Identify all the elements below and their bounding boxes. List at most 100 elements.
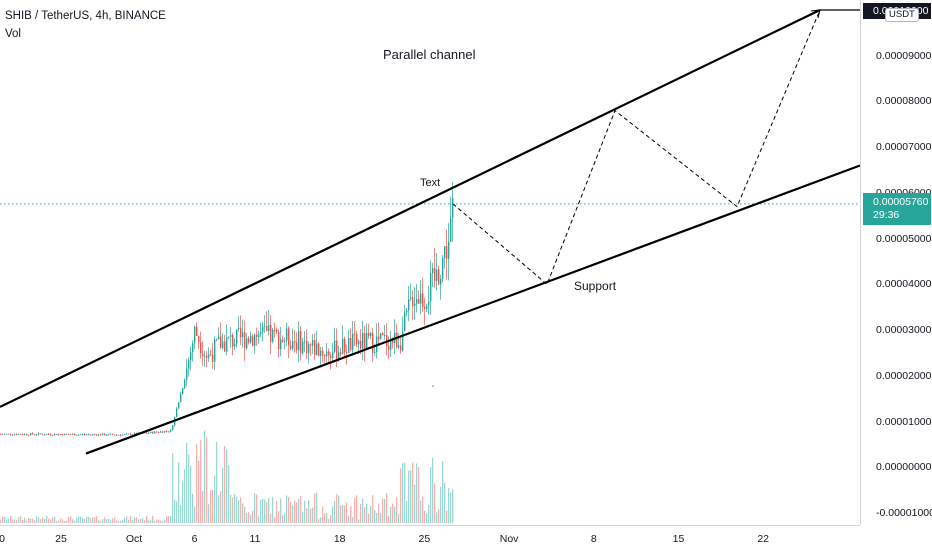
- channel-lower-line[interactable]: [85, 164, 860, 455]
- candle: [14, 434, 16, 436]
- candle: [422, 293, 424, 307]
- volume-bar: [108, 518, 110, 523]
- chart-title-annotation[interactable]: Parallel channel: [383, 47, 476, 62]
- volume-bar: [346, 502, 348, 523]
- volume-bar: [218, 495, 220, 523]
- candle: [130, 433, 132, 435]
- candle: [286, 328, 288, 341]
- candle: [58, 434, 60, 436]
- channel-upper-line[interactable]: [0, 9, 821, 408]
- volume-bar: [160, 520, 162, 523]
- candle: [42, 434, 44, 435]
- volume-bar: [380, 513, 382, 523]
- price-axis[interactable]: -0.00001000 0.00000000 0.00001000 0.0000200…: [860, 0, 932, 525]
- volume-bar: [398, 514, 400, 523]
- volume-bar: [448, 488, 450, 523]
- price-tick-label: 0.00003000: [876, 324, 932, 337]
- volume-bar: [440, 487, 442, 523]
- candle: [382, 333, 384, 336]
- volume-bar: [172, 453, 174, 523]
- volume-bar: [264, 499, 266, 523]
- volume-bar: [130, 516, 132, 523]
- time-axis[interactable]: 0 25 Oct 6 11 18 25 Nov 8 15 22: [0, 525, 860, 551]
- candle: [50, 434, 52, 436]
- currency-badge[interactable]: USDT: [885, 8, 919, 22]
- volume-legend[interactable]: Vol: [5, 28, 21, 40]
- volume-bar: [72, 519, 74, 523]
- volume-bar: [24, 517, 26, 523]
- volume-bar: [126, 516, 128, 523]
- candle: [378, 336, 380, 340]
- candle: [124, 434, 126, 435]
- volume-bar: [386, 493, 388, 523]
- support-annotation[interactable]: Support: [574, 279, 617, 293]
- volume-bar: [14, 519, 16, 523]
- bar-countdown: 29:36: [873, 209, 900, 221]
- candle: [416, 299, 418, 304]
- candle: [290, 345, 292, 350]
- volume-bar: [392, 503, 394, 523]
- time-tick-label: 11: [249, 533, 261, 545]
- chart-pane[interactable]: SHIB / TetherUS, 4h, BINANCE Vol Paralle…: [0, 0, 860, 525]
- volume-bar: [46, 516, 48, 523]
- volume-bar: [274, 517, 276, 523]
- candle: [314, 340, 316, 355]
- volume-bar: [176, 501, 178, 523]
- candle: [354, 333, 356, 335]
- volume-bar: [220, 491, 222, 523]
- candle: [364, 333, 366, 349]
- candle: [134, 433, 136, 435]
- price-tick-label: -0.00001000: [876, 507, 932, 519]
- candle: [116, 434, 118, 436]
- volume-bar: [292, 505, 294, 523]
- volume-bar: [34, 520, 36, 523]
- volume-bar: [362, 498, 364, 523]
- volume-bar: [412, 462, 414, 523]
- volume-bar: [310, 508, 312, 523]
- volume-bar: [270, 514, 272, 523]
- volume-bar: [142, 518, 144, 523]
- volume-bar: [388, 515, 390, 523]
- candle: [10, 433, 12, 435]
- candle: [168, 431, 170, 433]
- candle: [320, 350, 322, 357]
- candle: [390, 338, 392, 350]
- candle: [184, 379, 186, 389]
- candle: [102, 433, 104, 436]
- volume-bar: [22, 519, 24, 523]
- text-annotation[interactable]: Text: [420, 177, 441, 189]
- candle: [442, 258, 444, 279]
- volume-bar: [16, 519, 18, 523]
- volume-bar: [232, 497, 234, 523]
- symbol-header[interactable]: SHIB / TetherUS, 4h, BINANCE Vol: [5, 9, 166, 41]
- candle: [8, 433, 10, 435]
- volume-bar: [414, 484, 416, 523]
- volume-bar: [410, 470, 412, 523]
- volume-bar: [104, 517, 106, 523]
- volume-bar: [178, 462, 180, 523]
- volume-bar: [198, 460, 200, 523]
- projection-path[interactable]: [452, 9, 821, 286]
- candle: [162, 431, 164, 433]
- candle: [198, 335, 200, 343]
- volume-bar: [250, 515, 252, 523]
- candle: [156, 431, 158, 433]
- volume-bar: [224, 445, 226, 523]
- time-tick-label: 15: [672, 533, 685, 545]
- volume-bar: [258, 516, 260, 523]
- volume-bar: [212, 490, 214, 523]
- symbol-title[interactable]: SHIB / TetherUS, 4h, BINANCE: [5, 10, 166, 22]
- candle: [360, 340, 362, 349]
- volume-bar: [236, 496, 238, 523]
- candle: [2, 433, 4, 435]
- candle: [278, 331, 280, 350]
- volume-bar: [76, 517, 78, 523]
- candle: [204, 355, 206, 357]
- volume-bar: [356, 495, 358, 523]
- candle: [100, 434, 102, 436]
- candle: [430, 273, 432, 302]
- candle: [160, 431, 162, 433]
- candle: [292, 341, 294, 350]
- volume-bar: [40, 519, 42, 523]
- price-chart[interactable]: [0, 0, 860, 525]
